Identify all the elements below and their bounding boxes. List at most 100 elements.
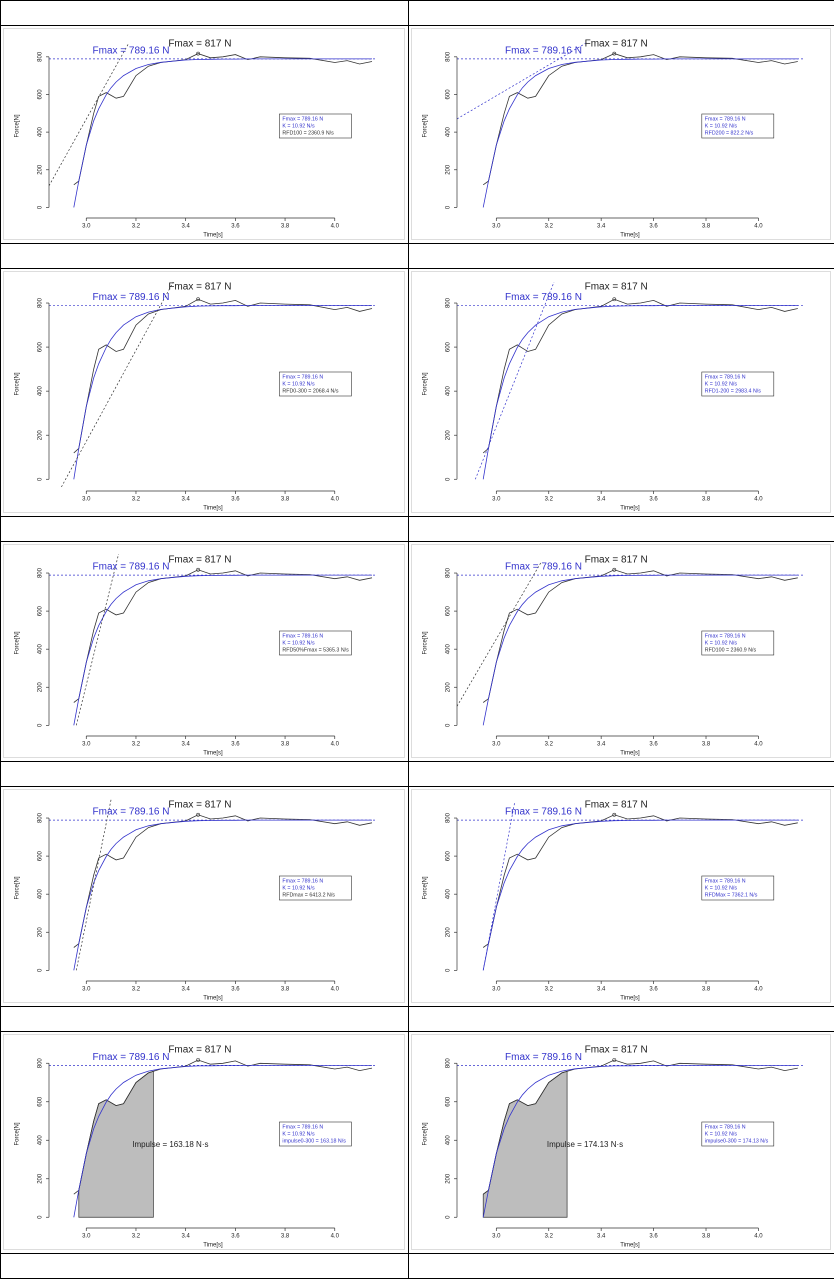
fmax-label: Fmax = 789.16 N [505,292,582,303]
x-tick-label: 3.0 [82,224,91,230]
x-axis-label: Time[s] [203,506,223,512]
x-tick-label: 3.0 [492,224,501,230]
x-tick-label: 3.4 [597,987,606,993]
x-tick-label: 4.0 [331,497,340,503]
note: K = 10.92 N/s [282,1131,315,1137]
notes-box [701,113,775,139]
force-chart: 0 200 400 600 800 3.0 3.2 3.4 3.6 3.8 4.0 Time[s] Fo… [411,789,831,1003]
y-tick-label: 600 [38,1096,44,1107]
y-tick-label: 200 [38,682,44,693]
fmax-label: Fmax = 789.16 N [505,1052,582,1063]
tangent-line [75,554,119,726]
x-tick-label: 3.4 [597,742,606,748]
x-tick-label: 3.0 [492,742,501,748]
peak-label: Fmax = 817 N [168,282,231,293]
x-tick-label: 3.2 [132,497,141,503]
y-tick-label: 0 [38,968,44,972]
force-curve [73,305,372,480]
peak-label: Fmax = 817 N [168,39,231,50]
y-tick-label: 800 [446,812,452,823]
fmax-label: Fmax = 789.16 N [93,562,170,573]
x-tick-label: 3.0 [492,497,501,503]
x-tick-label: 3.4 [181,987,190,993]
y-tick-label: 800 [446,297,452,308]
peak-label: Fmax = 817 N [585,555,648,566]
peak-marker [196,812,200,817]
peak-marker [612,297,617,302]
y-axis-label: Force[N] [423,372,429,395]
y-tick-label: 0 [38,477,44,481]
x-tick-label: 3.8 [702,1234,711,1240]
y-tick-label: 800 [446,1058,452,1069]
notes-box [701,1121,775,1147]
peak-marker [196,567,200,572]
y-tick-label: 0 [446,1215,452,1219]
x-tick-label: 3.0 [492,1234,501,1240]
y-tick-label: 200 [38,927,44,938]
table-cell [408,1006,834,1032]
y-tick-label: 800 [38,51,44,62]
y-tick-label: 0 [446,723,452,727]
y-tick-label: 600 [446,850,452,861]
x-axis-label: Time[s] [620,996,640,1002]
y-tick-label: 200 [38,164,44,175]
peak-label: Fmax = 817 N [585,1045,648,1056]
x-axis-label: Time[s] [620,751,640,757]
force-chart: 0 200 400 600 800 3.0 3.2 3.4 3.6 3.8 4.0 Time[s] Fo… [411,28,831,240]
peak-label: Fmax = 817 N [585,39,648,50]
x-axis-label: Time[s] [203,751,223,757]
impulse-label: Impulse = 163.18 N·s [132,1140,208,1149]
note: impulse0-300 = 174.13 N/s [705,1138,769,1144]
note: RFDMax = 7362.1 N/s [705,892,758,898]
x-tick-label: 3.4 [181,1234,190,1240]
x-axis-label: Time[s] [203,1243,223,1249]
x-axis-label: Time[s] [620,506,640,512]
note: RFD100 = 2360.9 N/s [282,130,334,136]
x-tick-label: 3.6 [649,497,658,503]
note: K = 10.92 N/s [282,885,315,891]
note: RFD0-300 = 2068.4 N/s [282,388,338,394]
x-tick-label: 3.4 [597,497,606,503]
table-cell [0,761,409,787]
y-tick-label: 400 [38,385,44,396]
y-axis-label: Force[N] [15,631,21,654]
note: K = 10.92 N/s [282,381,315,387]
force-chart: 0 200 400 600 800 3.0 3.2 3.4 3.6 3.8 4.0 Time[s] Fo… [3,544,405,758]
x-tick-label: 3.8 [281,497,290,503]
x-tick-label: 4.0 [331,987,340,993]
note: K = 10.92 N/s [705,123,738,129]
note: Fmax = 789.16 N [705,633,746,639]
y-axis-label: Force[N] [15,876,21,899]
fmax-label: Fmax = 789.16 N [93,1052,170,1063]
x-tick-label: 3.6 [231,987,240,993]
plot-area [49,799,377,971]
notes-box [279,875,352,901]
x-tick-label: 3.0 [82,497,91,503]
force-chart: 0 200 400 600 800 3.0 3.2 3.4 3.6 3.8 4.0 Time[s] Fo… [3,271,405,513]
impulse-label: Impulse = 174.13 N·s [547,1140,623,1149]
plot-area [49,1059,377,1218]
peak-marker [196,51,200,56]
notes-box [701,875,775,901]
y-axis-label: Force[N] [423,631,429,654]
force-curve [73,58,372,208]
x-tick-label: 3.2 [545,987,554,993]
image-frame [411,544,831,758]
x-tick-label: 3.8 [702,742,711,748]
force-curve [482,574,798,726]
y-tick-label: 600 [38,89,44,100]
force-curve [73,1065,372,1218]
y-tick-label: 400 [38,1135,44,1146]
peak-label: Fmax = 817 N [168,555,231,566]
x-tick-label: 3.6 [649,224,658,230]
note: Fmax = 789.16 N [705,116,746,122]
y-tick-label: 200 [446,430,452,441]
x-tick-label: 3.8 [281,987,290,993]
force-chart: 0 200 400 600 800 3.0 3.2 3.4 3.6 3.8 4.0 Time[s] Fo… [3,789,405,1003]
note: K = 10.92 N/s [705,885,738,891]
note: Fmax = 789.16 N [282,116,323,122]
y-tick-label: 0 [446,205,452,209]
y-axis-label: Force[N] [15,114,21,137]
x-tick-label: 3.8 [702,497,711,503]
tangent-line [457,562,542,707]
